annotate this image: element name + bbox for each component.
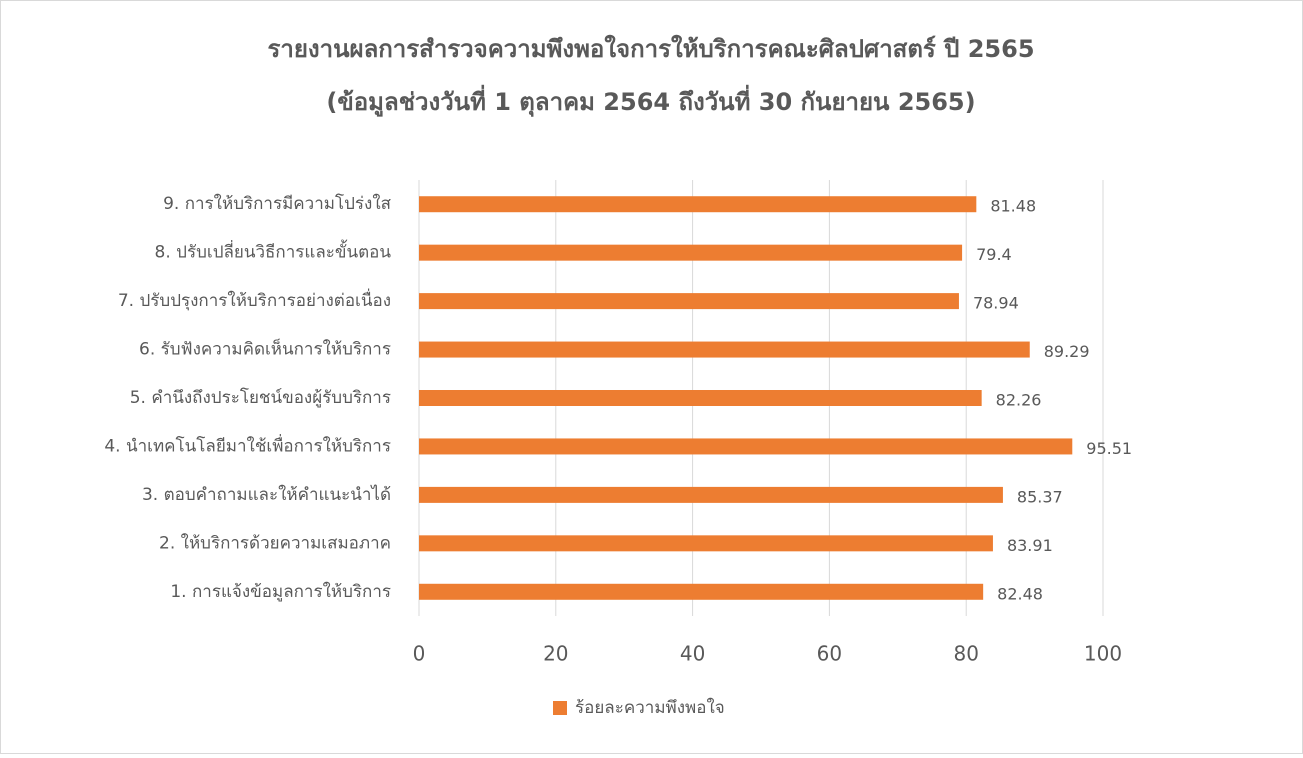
bar bbox=[419, 535, 993, 552]
bar bbox=[419, 438, 1073, 455]
bar bbox=[419, 293, 959, 310]
value-label: 82.26 bbox=[996, 391, 1042, 410]
y-tick-label: 4. นำเทคโนโลยีมาใช้เพื่อการให้บริการ bbox=[104, 433, 391, 456]
legend-label: ร้อยละความพึงพอใจ bbox=[575, 697, 725, 718]
x-tick-label: 60 bbox=[817, 642, 842, 666]
chart-title: รายงานผลการสำรวจความพึงพอใจการให้บริการค… bbox=[267, 34, 1034, 63]
y-tick-label: 2. ให้บริการด้วยความเสมอภาค bbox=[159, 532, 391, 553]
bar bbox=[419, 583, 984, 600]
bar bbox=[419, 244, 963, 261]
value-label: 85.37 bbox=[1017, 487, 1063, 506]
y-tick-label: 5. คำนึงถึงประโยชน์ของผู้รับบริการ bbox=[130, 387, 391, 408]
value-label: 82.48 bbox=[997, 584, 1043, 603]
x-tick-label: 80 bbox=[953, 642, 978, 666]
bar bbox=[419, 196, 977, 213]
y-tick-label: 8. ปรับเปลี่ยนวิธีการและขั้นตอน bbox=[155, 240, 392, 263]
legend-swatch bbox=[553, 701, 567, 715]
x-tick-label: 40 bbox=[680, 642, 705, 666]
value-label: 79.4 bbox=[976, 245, 1012, 264]
chart-subtitle: (ข้อมูลช่วงวันที่ 1 ตุลาคม 2564 ถึงวันที… bbox=[326, 84, 975, 118]
y-tick-label: 3. ตอบคำถามและให้คำแนะนำได้ bbox=[142, 484, 391, 505]
x-tick-label: 20 bbox=[543, 642, 568, 666]
x-tick-label: 100 bbox=[1084, 642, 1122, 666]
y-tick-label: 7. ปรับปรุงการให้บริการอย่างต่อเนื่อง bbox=[118, 288, 391, 311]
value-label: 81.48 bbox=[990, 197, 1036, 216]
bar bbox=[419, 341, 1030, 358]
value-label: 89.29 bbox=[1044, 342, 1090, 361]
value-label: 83.91 bbox=[1007, 536, 1053, 555]
y-tick-label: 6. รับฟังความคิดเห็นการให้บริการ bbox=[139, 338, 391, 360]
x-tick-label: 0 bbox=[413, 642, 426, 666]
y-tick-label: 1. การแจ้งข้อมูลการให้บริการ bbox=[170, 581, 391, 602]
value-label: 78.94 bbox=[973, 294, 1019, 313]
y-tick-label: 9. การให้บริการมีความโปร่งใส bbox=[163, 193, 392, 214]
bar bbox=[419, 390, 982, 406]
bar bbox=[419, 486, 1003, 503]
value-label: 95.51 bbox=[1086, 439, 1132, 458]
